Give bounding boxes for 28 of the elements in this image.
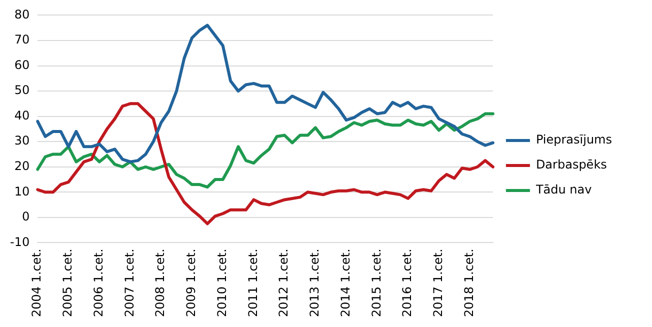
x-tick-label: 2004 1.cet.: [30, 248, 44, 318]
x-tick-label: 2012 1.cet.: [276, 248, 291, 318]
x-tick-label: 2010 1.cet.: [214, 248, 229, 318]
x-tick-label: 2018 1.cet.: [462, 248, 476, 318]
x-tick-label: 2015 1.cet.: [369, 248, 384, 318]
x-tick-label: 2016 1.cet.: [400, 248, 414, 318]
y-tick-label: 30: [14, 134, 30, 148]
x-tick-label: 2011 1.cet.: [246, 248, 260, 318]
y-tick-label: -10: [10, 234, 30, 249]
x-tick-label: 2009 1.cet.: [184, 248, 198, 318]
x-tick-label: 2005 1.cet.: [60, 248, 75, 318]
y-tick-label: 80: [14, 7, 30, 22]
x-tick-label: 2008 1.cet.: [153, 248, 168, 318]
x-tick-label: 2013 1.cet.: [308, 248, 322, 318]
x-tick-label: 2014 1.cet.: [338, 248, 352, 318]
y-tick-label: 10: [14, 184, 30, 198]
y-tick-label: 70: [14, 32, 30, 47]
x-tick-label: 2007 1.cet.: [122, 248, 136, 318]
legend-label: Pieprasījums: [536, 132, 612, 147]
y-tick-label: 50: [14, 83, 30, 98]
y-tick-label: 60: [14, 58, 30, 72]
y-tick-label: 20: [14, 158, 30, 173]
y-tick-label: 0: [22, 210, 30, 224]
legend-label: Tādu nav: [534, 182, 592, 197]
x-tick-label: 2006 1.cet.: [91, 248, 106, 318]
y-tick-label: 40: [14, 108, 30, 122]
legend-label: Darbaspēks: [536, 158, 607, 172]
x-tick-label: 2017 1.cet.: [431, 248, 446, 318]
